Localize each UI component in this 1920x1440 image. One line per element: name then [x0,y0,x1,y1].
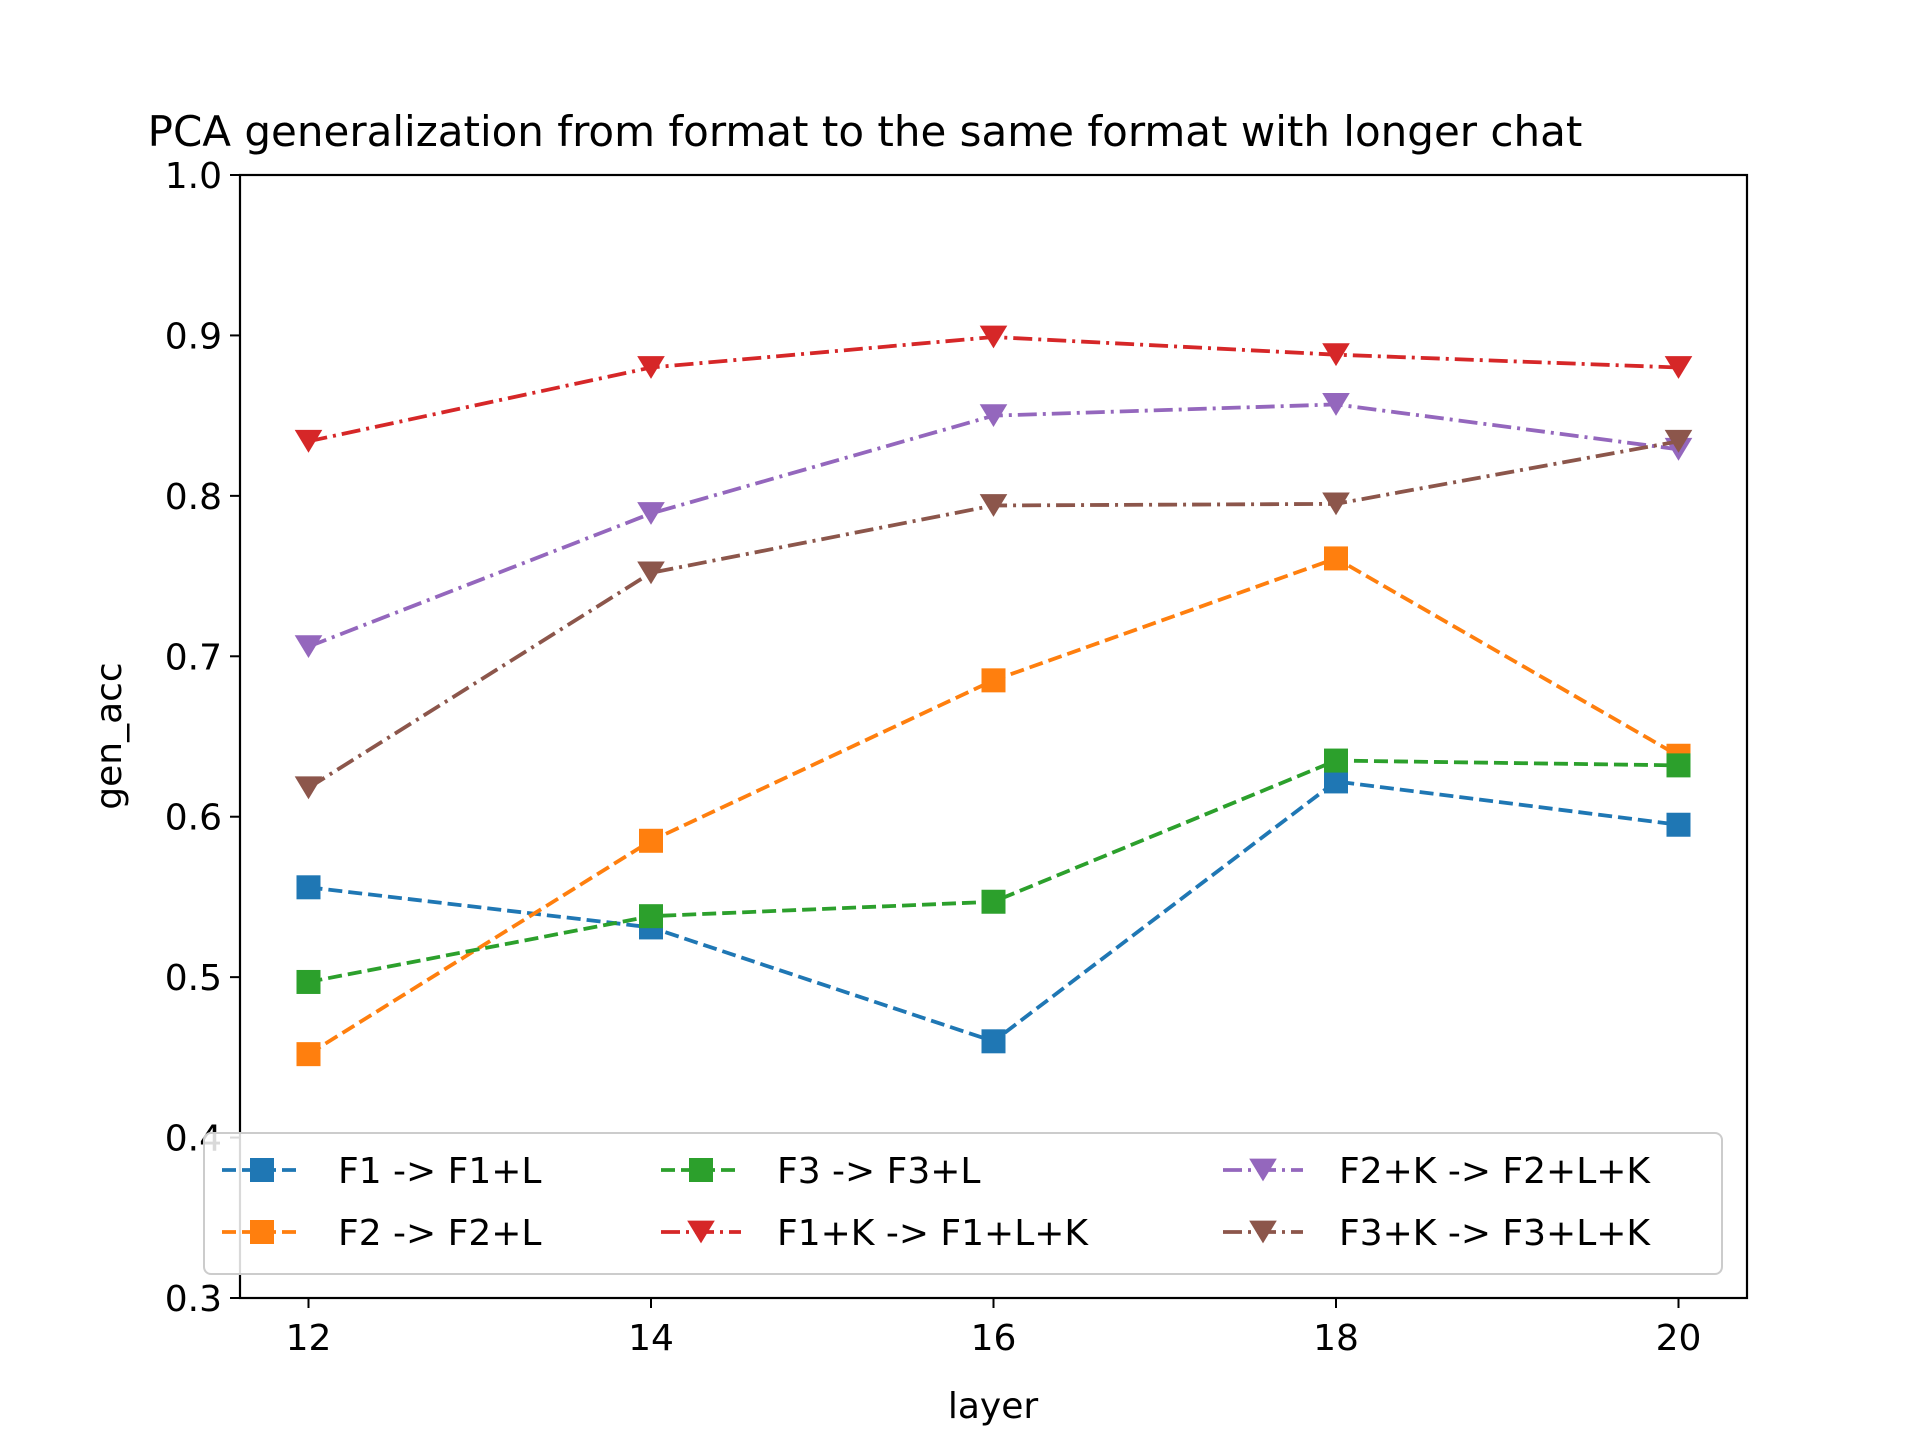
y-tick-label: 0.5 [165,958,222,999]
legend-item: F1+K -> F1+L+K [661,1213,1089,1254]
y-tick-label: 0.9 [165,316,222,357]
series-f2-k-f2-l-k [294,393,1693,659]
y-tick-label: 0.6 [165,798,222,839]
data-point [1666,812,1691,837]
data-point [639,828,663,853]
chart-title: PCA generalization from format to the sa… [148,107,1583,156]
data-point [981,668,1006,693]
data-point [637,356,665,379]
y-axis: 0.30.40.50.60.70.80.91.0 [165,156,240,1320]
data-point [1664,356,1693,379]
legend-item: F2+K -> F2+L+K [1223,1151,1651,1192]
data-point [1324,769,1348,794]
y-tick-label: 0.7 [165,637,222,678]
x-tick-label: 20 [1656,1318,1702,1359]
x-tick-label: 16 [971,1318,1017,1359]
data-point [1322,393,1350,416]
data-point [979,325,1008,349]
legend-item: F2 -> F2+L [222,1213,541,1254]
series-f2-f2-l [296,546,1691,1067]
data-point [1324,748,1348,773]
x-tick-label: 18 [1313,1318,1359,1359]
series-line [307,402,1679,649]
legend-item: F1 -> F1+L [222,1151,541,1192]
legend: F1 -> F1+L F2 -> F2+L F3 -> F3+L F1+K -> F1… [203,1132,1723,1275]
y-tick-label: 0.3 [165,1279,222,1320]
data-point [1322,492,1350,516]
data-point [1322,343,1350,367]
y-axis-label: gen_acc [89,662,130,809]
legend-label: F3 -> F3+L [777,1151,980,1192]
data-point [639,904,663,929]
data-point [637,502,665,525]
x-tick-label: 14 [628,1318,674,1359]
data-point [979,404,1008,428]
data-point [294,635,323,659]
legend-label: F1+K -> F1+L+K [777,1213,1089,1254]
legend-marker [687,1220,715,1244]
legend-marker [250,1158,274,1182]
legend-marker [689,1158,713,1182]
data-point [296,1042,321,1067]
data-point [296,875,321,900]
series-line [307,439,1679,790]
legend-label: F2 -> F2+L [338,1213,541,1254]
legend-item: F3 -> F3+L [661,1151,980,1192]
y-tick-label: 0.8 [165,477,222,518]
data-point [637,561,665,585]
data-point [979,494,1008,517]
legend-marker [250,1220,274,1244]
data-point [981,1029,1006,1054]
legend-item: F3+K -> F3+L+K [1223,1213,1651,1254]
legend-label: F3+K -> F3+L+K [1339,1213,1651,1254]
x-axis-label: layer [948,1386,1039,1427]
legend-items: F1 -> F1+L F2 -> F2+L F3 -> F3+L F1+K -> F1… [222,1151,1651,1254]
data-point [981,889,1006,914]
x-axis: 12 14 16 18 20 [286,1298,1702,1359]
y-tick-label: 1.0 [165,156,222,197]
legend-marker [1249,1158,1277,1182]
data-point [296,969,321,994]
legend-label: F2+K -> F2+L+K [1339,1151,1651,1192]
data-point [294,776,323,800]
legend-label: F1 -> F1+L [338,1151,541,1192]
data-point [1664,429,1693,453]
series-line [308,758,1679,984]
series-f1-k-f1-l-k [294,325,1693,453]
series-f3-f3-l [296,748,1691,994]
data-point [294,429,323,453]
legend-marker [1249,1220,1277,1244]
series-f3-k-f3-l-k [294,429,1693,800]
series-line [307,556,1680,1056]
legend-box [203,1132,1723,1275]
data-point [1666,753,1691,778]
data-point [1324,546,1348,571]
x-tick-label: 12 [286,1318,332,1359]
series-layer [294,325,1693,1067]
